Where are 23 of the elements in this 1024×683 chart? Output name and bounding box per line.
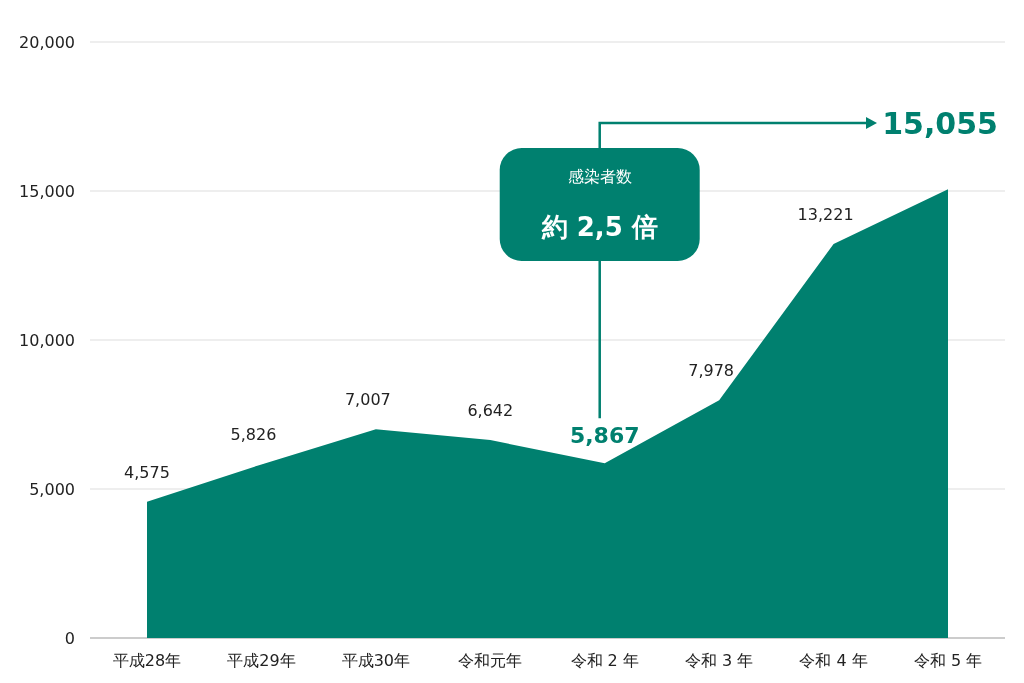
y-tick-label: 15,000 [19, 182, 75, 201]
data-label: 7,978 [688, 361, 735, 381]
data-label: 15,055 [882, 106, 998, 141]
x-tick-label: 平成30年 [341, 651, 411, 670]
x-tick-label: 平成28年 [112, 651, 182, 670]
data-label: 5,826 [230, 425, 277, 445]
data-label: 4,575 [124, 462, 170, 482]
data-label: 6,642 [467, 401, 514, 421]
x-tick-label: 令和 5 年 [913, 651, 983, 670]
y-tick-label: 10,000 [19, 331, 75, 350]
y-tick-label: 20,000 [19, 33, 75, 52]
y-tick-label: 0 [64, 629, 75, 648]
data-label: 13,221 [797, 205, 854, 225]
annotation: 感染者数 [567, 167, 632, 186]
data-label: 7,007 [344, 390, 391, 410]
x-tick-label: 令和 4 年 [799, 651, 868, 670]
x-tick-label: 平成29年 [227, 651, 296, 670]
x-tick-label: 令和 3 年 [684, 651, 754, 670]
x-tick-label: 令和元年 [458, 651, 523, 670]
annotation: 約 2,5 倍 [540, 212, 658, 242]
y-tick-label: 5,000 [29, 480, 75, 499]
data-label: 5,867 [569, 423, 640, 449]
x-tick-label: 令和 2 年 [570, 651, 639, 670]
